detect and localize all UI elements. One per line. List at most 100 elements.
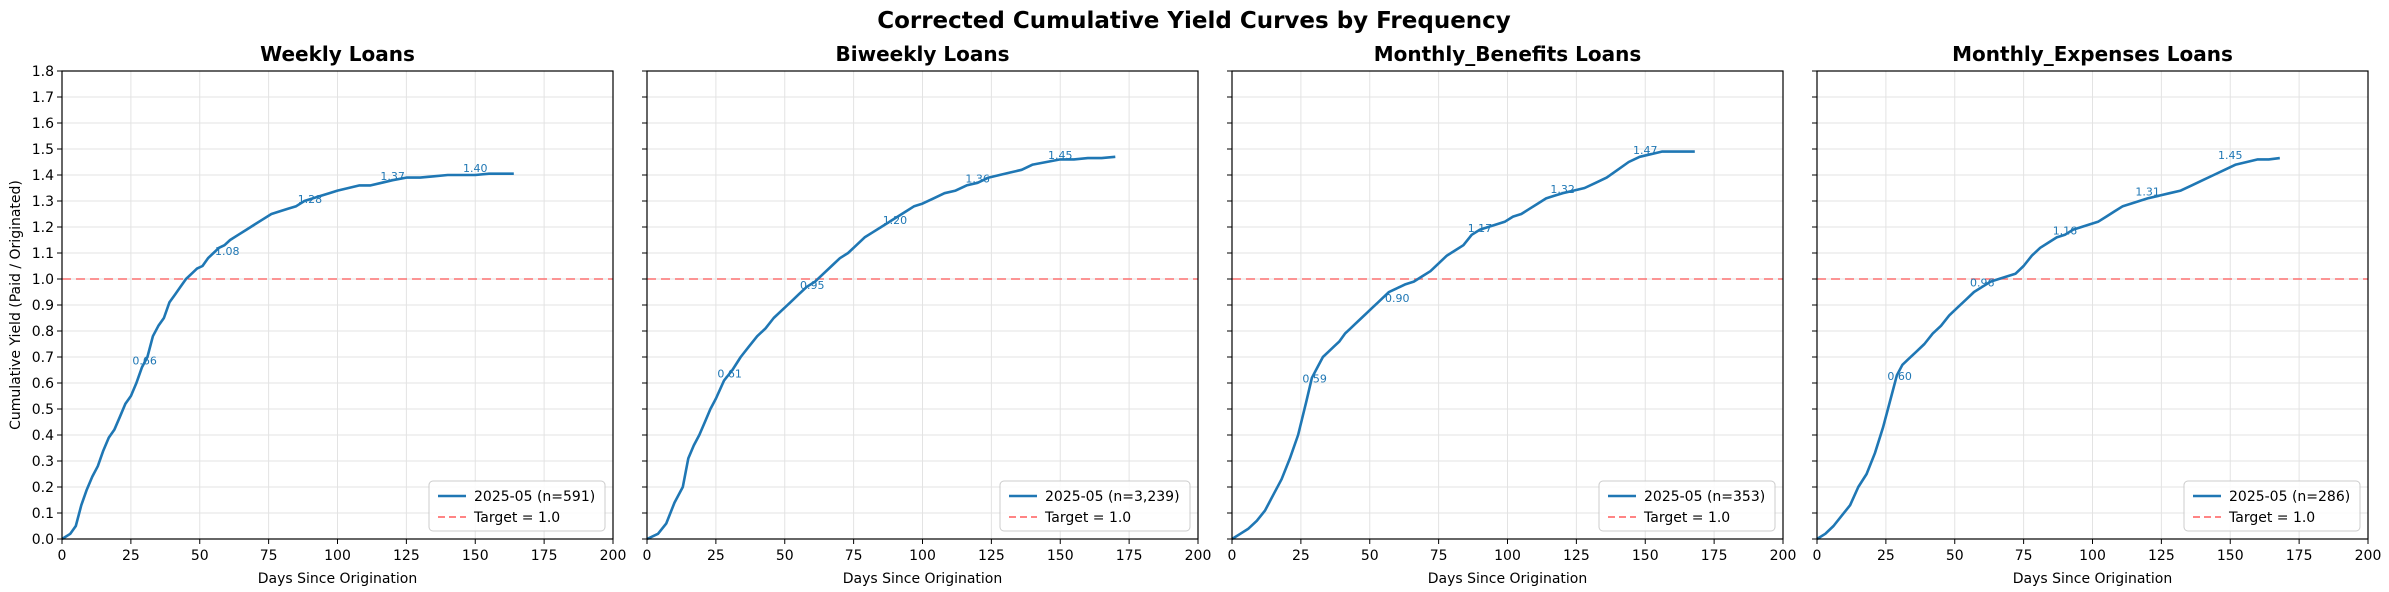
x-tick-label: 175 — [1116, 548, 1143, 564]
data-label: 1.16 — [2053, 224, 2078, 237]
x-tick-label: 0 — [58, 548, 67, 564]
x-tick-label: 125 — [2148, 548, 2175, 564]
legend: 2025-05 (n=353) Target = 1.0 — [1598, 480, 1776, 532]
y-tick-label: 0.0 — [32, 532, 54, 548]
x-tick-label: 150 — [1632, 548, 1659, 564]
data-label: 1.45 — [1048, 149, 1073, 162]
legend-target-label: Target = 1.0 — [2228, 510, 2315, 526]
x-tick-label: 175 — [1701, 548, 1728, 564]
x-tick-label: 0 — [1228, 548, 1237, 564]
y-tick-label: 1.0 — [32, 272, 54, 288]
x-tick-label: 25 — [707, 548, 725, 564]
data-label: 1.45 — [2218, 149, 2243, 162]
legend-target-label: Target = 1.0 — [1643, 510, 1730, 526]
x-tick-label: 25 — [122, 548, 140, 564]
panel-title: Monthly_Benefits Loans — [1374, 42, 1642, 66]
grid — [646, 70, 1199, 540]
y-tick-label: 0.9 — [32, 298, 54, 314]
legend-target-label: Target = 1.0 — [1044, 510, 1131, 526]
data-label: 0.60 — [1887, 370, 1912, 383]
panel-title: Monthly_Expenses Loans — [1952, 42, 2233, 66]
x-tick-label: 150 — [2217, 548, 2244, 564]
data-label: 1.31 — [2135, 185, 2160, 198]
panel-3: Monthly_Benefits Loans 0.59 0.90 1.17 1.32 1.… — [1227, 42, 1796, 587]
x-tick-label: 200 — [600, 548, 627, 564]
x-tick-label: 75 — [845, 548, 863, 564]
legend-series-label: 2025-05 (n=3,239) — [1045, 489, 1180, 505]
x-tick-label: 175 — [531, 548, 558, 564]
x-tick-label: 75 — [260, 548, 278, 564]
x-axis-label: Days Since Origination — [2013, 571, 2173, 587]
legend: 2025-05 (n=3,239) Target = 1.0 — [999, 480, 1191, 532]
y-tick-label: 1.8 — [32, 64, 54, 80]
x-tick-label: 200 — [1185, 548, 1212, 564]
y-tick-label: 0.3 — [32, 454, 54, 470]
x-tick-label: 200 — [1770, 548, 1797, 564]
grid — [1231, 70, 1784, 540]
x-tick-label: 100 — [324, 548, 351, 564]
y-tick-label: 0.4 — [32, 428, 54, 444]
y-tick-label: 0.5 — [32, 402, 54, 418]
y-tick-label: 1.3 — [32, 194, 54, 210]
data-label: 1.36 — [965, 172, 990, 185]
x-tick-label: 25 — [1877, 548, 1895, 564]
legend-series-label: 2025-05 (n=591) — [474, 489, 595, 505]
grid — [1816, 70, 2369, 540]
series-line — [646, 155, 1116, 541]
x-tick-label: 100 — [2079, 548, 2106, 564]
x-tick-label: 125 — [1563, 548, 1590, 564]
x-tick-label: 50 — [776, 548, 794, 564]
y-axis-label: Cumulative Yield (Paid / Originated) — [8, 180, 24, 430]
x-axis-label: Days Since Origination — [258, 571, 418, 587]
y-tick-label: 1.2 — [32, 220, 54, 236]
data-label: 0.95 — [800, 279, 825, 292]
panel-1: Weekly Loans 0.66 1.08 1.28 1.37 1.40 0 25 50 75 1… — [8, 42, 626, 587]
x-tick-label: 175 — [2286, 548, 2313, 564]
y-tick-label: 0.8 — [32, 324, 54, 340]
data-label: 0.96 — [1970, 276, 1995, 289]
y-tick-label: 1.7 — [32, 90, 54, 106]
legend-box — [2183, 480, 2361, 532]
legend: 2025-05 (n=286) Target = 1.0 — [2183, 480, 2361, 532]
data-label: 1.37 — [380, 170, 405, 183]
series-line — [1231, 150, 1695, 541]
x-tick-label: 50 — [1361, 548, 1379, 564]
data-label: 1.17 — [1468, 222, 1493, 235]
x-tick-label: 75 — [1430, 548, 1448, 564]
grid — [61, 70, 614, 540]
figure-suptitle: Corrected Cumulative Yield Curves by Fre… — [877, 8, 1511, 34]
panel-title: Weekly Loans — [260, 42, 415, 66]
legend-series-label: 2025-05 (n=353) — [1644, 489, 1765, 505]
x-tick-label: 125 — [978, 548, 1005, 564]
data-label: 0.90 — [1385, 292, 1410, 305]
x-tick-label: 100 — [1494, 548, 1521, 564]
data-label: 0.66 — [132, 354, 157, 367]
data-label: 0.61 — [717, 367, 742, 380]
legend-series-label: 2025-05 (n=286) — [2229, 489, 2350, 505]
data-label: 1.08 — [215, 245, 240, 258]
y-tick-label: 0.1 — [32, 506, 54, 522]
y-tick-label: 1.6 — [32, 116, 54, 132]
legend: 2025-05 (n=591) Target = 1.0 — [428, 480, 606, 532]
legend-box — [1598, 480, 1776, 532]
y-tick-label: 1.1 — [32, 246, 54, 262]
data-label: 1.47 — [1633, 144, 1658, 157]
x-tick-label: 150 — [1047, 548, 1074, 564]
y-tick-label: 0.6 — [32, 376, 54, 392]
series-line — [1816, 156, 2280, 541]
data-label: 0.59 — [1302, 373, 1327, 386]
x-tick-label: 200 — [2355, 548, 2382, 564]
x-tick-label: 150 — [462, 548, 489, 564]
panel-4: Monthly_Expenses Loans 0.60 0.96 1.16 1.31 1.… — [1812, 42, 2381, 587]
x-tick-label: 0 — [643, 548, 652, 564]
legend-box — [999, 480, 1191, 532]
x-tick-label: 0 — [1813, 548, 1822, 564]
y-tick-label: 1.4 — [32, 168, 54, 184]
x-tick-label: 125 — [393, 548, 420, 564]
x-tick-label: 75 — [2015, 548, 2033, 564]
data-label: 1.40 — [463, 162, 488, 175]
x-tick-label: 50 — [191, 548, 209, 564]
data-label: 1.20 — [883, 214, 908, 227]
